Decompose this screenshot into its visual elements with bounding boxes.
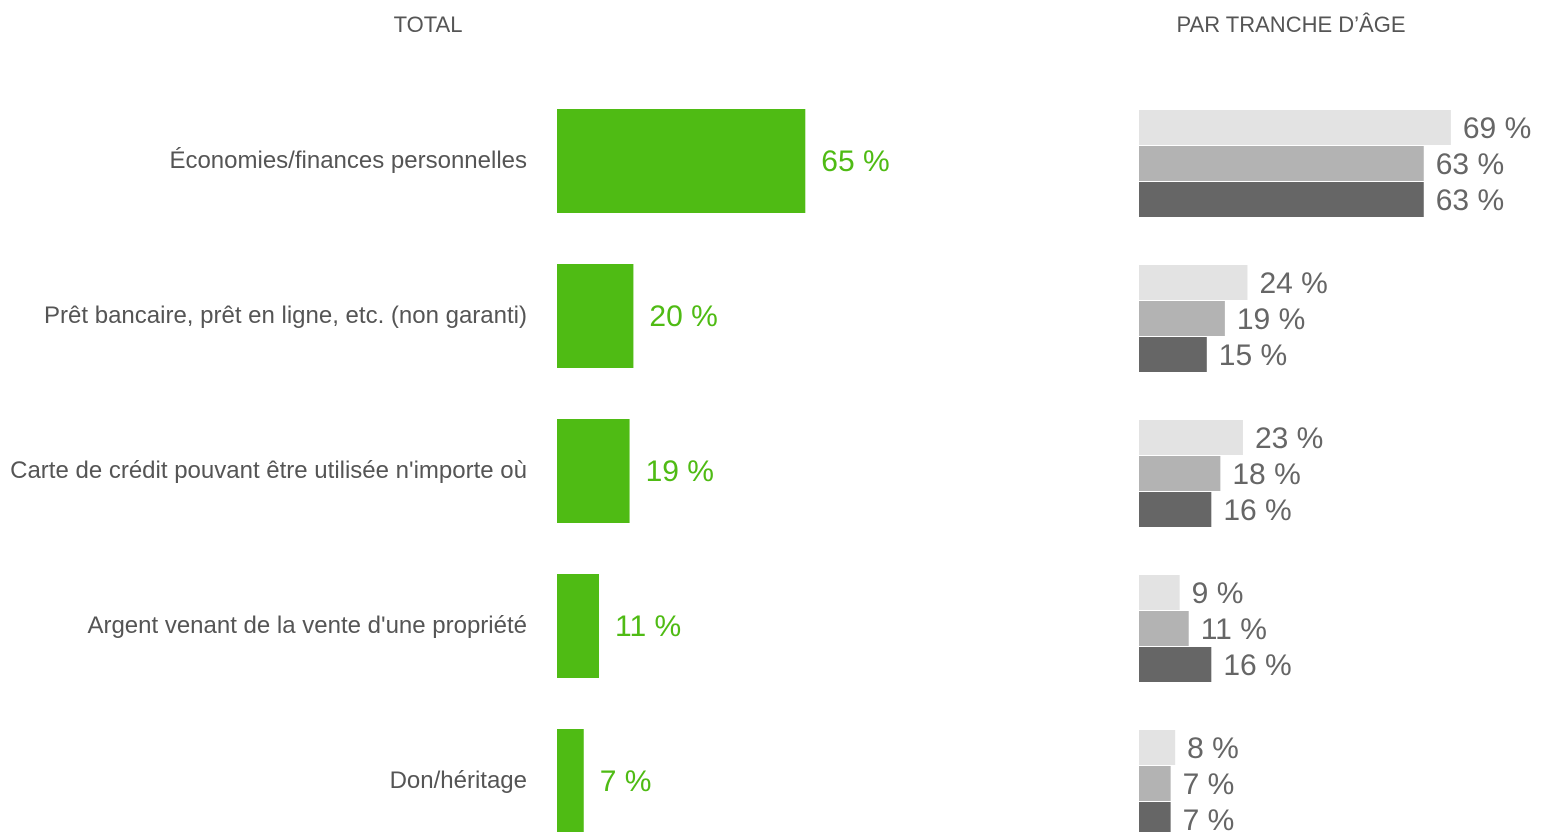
bar [1139,575,1180,610]
bar [1139,730,1176,765]
value-label: 69 % [1463,112,1531,145]
value-label: 24 % [1259,267,1327,300]
bar [1139,766,1171,801]
bar [1139,182,1424,217]
value-label: 23 % [1255,422,1323,455]
bar [1139,110,1451,145]
chart-title: PAR TRANCHE D’ÂGE [1176,12,1406,37]
value-label: 7 % [600,765,652,798]
value-label: 7 % [1183,804,1235,832]
value-label: 19 % [1237,303,1305,336]
bar [1139,802,1171,832]
category-label: Économies/finances personnelles [169,147,527,174]
bar [557,264,634,368]
value-label: 65 % [821,145,889,178]
bar [557,109,806,213]
value-label: 11 % [1201,613,1267,646]
bar [1139,647,1212,682]
value-label: 18 % [1232,458,1300,491]
value-label: 16 % [1223,494,1291,527]
bar [1139,492,1212,527]
bar [1139,456,1221,491]
category-label: Carte de crédit pouvant être utilisée n'… [10,457,527,484]
value-label: 63 % [1436,184,1504,217]
bar [1139,337,1207,372]
category-label: Prêt bancaire, prêt en ligne, etc. (non … [44,302,527,329]
value-label: 63 % [1436,148,1504,181]
bar [1139,420,1243,455]
bar [557,419,630,523]
value-label: 7 % [1183,768,1235,801]
bar [1139,146,1424,181]
value-label: 8 % [1187,732,1239,765]
bar [1139,265,1248,300]
category-label: Don/héritage [389,767,527,794]
bar [1139,301,1225,336]
bar [557,729,584,832]
value-label: 19 % [646,455,714,488]
value-label: 9 % [1192,577,1244,610]
bar [557,574,600,678]
value-label: 16 % [1223,649,1291,682]
value-label: 11 % [615,610,681,643]
chart-title: TOTAL [393,12,463,37]
value-label: 20 % [649,300,717,333]
value-label: 15 % [1219,339,1287,372]
bar [1139,611,1189,646]
category-label: Argent venant de la vente d'une propriét… [87,612,527,639]
